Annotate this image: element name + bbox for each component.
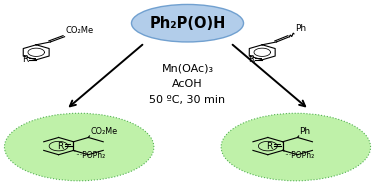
Text: CO₂Me: CO₂Me — [66, 26, 94, 35]
Text: R: R — [57, 142, 63, 151]
Ellipse shape — [132, 5, 243, 42]
Text: Ph: Ph — [299, 127, 310, 136]
Ellipse shape — [221, 113, 370, 181]
Text: ···POPh₂: ···POPh₂ — [75, 151, 105, 160]
Text: 50 ºC, 30 min: 50 ºC, 30 min — [149, 95, 226, 105]
Text: ···POPh₂: ···POPh₂ — [284, 151, 314, 160]
Text: R: R — [248, 55, 254, 64]
Text: AcOH: AcOH — [172, 79, 203, 89]
Text: Ph₂P(O)H: Ph₂P(O)H — [149, 16, 226, 31]
Text: Ph: Ph — [295, 24, 306, 33]
Text: Mn(OAc)₃: Mn(OAc)₃ — [161, 63, 214, 73]
Text: R: R — [22, 55, 28, 64]
Ellipse shape — [4, 113, 154, 181]
Text: R: R — [266, 142, 273, 151]
Text: CO₂Me: CO₂Me — [90, 127, 117, 136]
